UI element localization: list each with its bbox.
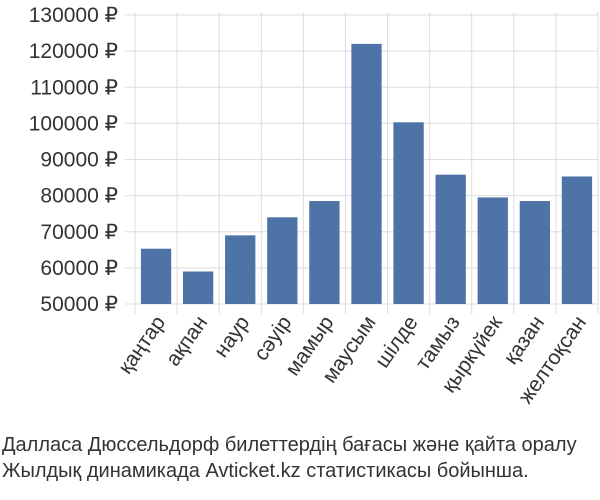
bar	[351, 43, 382, 305]
bar	[225, 235, 256, 304]
chart-caption-line-1: Далласа Дюссельдорф билеттердің бағасы ж…	[2, 434, 577, 456]
y-tick-label: 100000 ₽	[29, 112, 118, 135]
bar	[182, 271, 214, 304]
bar	[267, 217, 298, 304]
bars	[140, 43, 593, 305]
bar	[309, 201, 340, 304]
bar	[561, 176, 593, 304]
y-tick-label: 60000 ₽	[40, 257, 118, 280]
y-tick-label: 130000 ₽	[29, 4, 118, 27]
y-tick-label: 110000 ₽	[30, 76, 118, 99]
y-tick-label: 120000 ₽	[29, 40, 118, 63]
y-tick-label: 50000 ₽	[40, 293, 118, 316]
x-axis-tick-labels: қаңтарақпаннаурсәуірмамырмаусымшілдетамы…	[114, 311, 591, 408]
y-tick-label: 90000 ₽	[40, 149, 118, 172]
y-tick-label: 70000 ₽	[40, 221, 118, 244]
bar	[477, 197, 508, 304]
chart-caption-line-2: Жылдық динамикада Avticket.kz статистика…	[2, 460, 529, 482]
x-tick-label: қаңтар	[114, 312, 170, 379]
x-tick-label: наур	[210, 312, 255, 362]
y-tick-label: 80000 ₽	[40, 185, 118, 208]
y-axis-tick-labels: 50000 ₽ 60000 ₽ 70000 ₽ 80000 ₽ 90000 ₽ 10000…	[29, 4, 118, 316]
bar-chart: 50000 ₽ 60000 ₽ 70000 ₽ 80000 ₽ 90000 ₽ 10000…	[29, 4, 599, 408]
bar	[519, 201, 551, 304]
bar	[393, 122, 424, 304]
bar	[435, 174, 466, 304]
bar	[140, 248, 172, 304]
x-tick-label: ақпан	[162, 312, 213, 371]
